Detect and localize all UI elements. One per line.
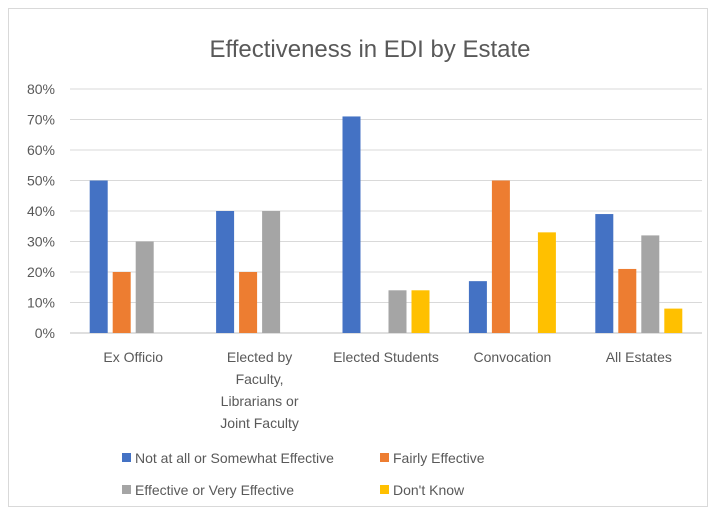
- bar: [342, 116, 361, 333]
- bar: [388, 290, 407, 333]
- bar: [468, 281, 487, 333]
- y-axis-ticks: 0% 10% 20% 30% 40% 50% 60% 70% 80%: [27, 81, 55, 341]
- legend-label: Fairly Effective: [393, 450, 485, 466]
- bar: [239, 272, 258, 333]
- y-tick-label: 30%: [27, 234, 55, 250]
- y-tick-label: 50%: [27, 173, 55, 189]
- bars: [89, 116, 683, 333]
- bar: [595, 214, 614, 333]
- bar: [89, 180, 108, 333]
- bar: [491, 180, 510, 333]
- bar: [112, 272, 131, 333]
- legend-swatch: [122, 453, 131, 462]
- y-tick-label: 80%: [27, 81, 55, 97]
- x-category-label: Ex Officio: [103, 349, 163, 365]
- y-tick-label: 70%: [27, 112, 55, 128]
- y-tick-label: 0%: [35, 325, 55, 341]
- x-category-label: All Estates: [606, 349, 672, 365]
- y-tick-label: 60%: [27, 142, 55, 158]
- legend-label: Don't Know: [393, 482, 465, 498]
- legend-swatch: [122, 485, 131, 494]
- bar: [641, 235, 660, 333]
- legend-label: Effective or Very Effective: [135, 482, 294, 498]
- bar: [411, 290, 430, 333]
- x-category-label: Elected by Faculty, Librarians or Joint Fac…: [220, 349, 299, 431]
- x-category-label: Elected Students: [333, 349, 439, 365]
- bar: [262, 211, 281, 333]
- legend: Not at all or Somewhat Effective Fairly E…: [122, 450, 485, 498]
- x-axis-categories: Ex Officio Elected by Faculty, Librarians o…: [103, 349, 671, 431]
- legend-swatch: [380, 453, 389, 462]
- x-category-label: Convocation: [473, 349, 551, 365]
- bar: [664, 308, 683, 333]
- chart-title: Effectiveness in EDI by Estate: [209, 36, 530, 63]
- bar: [618, 268, 637, 333]
- legend-label: Not at all or Somewhat Effective: [135, 450, 334, 466]
- bar: [537, 232, 556, 333]
- y-tick-label: 40%: [27, 203, 55, 219]
- legend-swatch: [380, 485, 389, 494]
- bar: [216, 211, 235, 333]
- bar: [135, 241, 154, 333]
- y-tick-label: 20%: [27, 264, 55, 280]
- y-tick-label: 10%: [27, 295, 55, 311]
